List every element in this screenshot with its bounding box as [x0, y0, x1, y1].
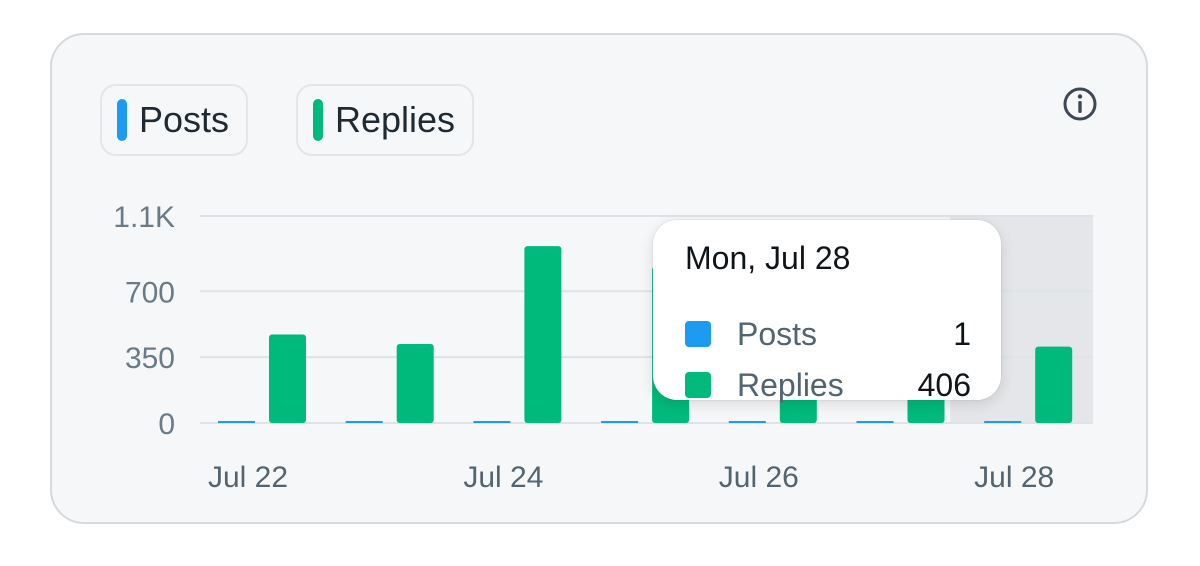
posts-bar: [856, 421, 894, 423]
x-tick-label: Jul 22: [208, 461, 288, 494]
posts-swatch: [117, 99, 127, 141]
y-tick-label: 0: [158, 408, 175, 441]
tooltip-row-replies: Replies 406: [685, 365, 971, 405]
legend-replies-toggle[interactable]: Replies: [296, 84, 474, 156]
legend-posts-toggle[interactable]: Posts: [100, 84, 248, 156]
x-tick-label: Jul 24: [463, 461, 543, 494]
tooltip-date: Mon, Jul 28: [685, 240, 851, 276]
replies-swatch: [313, 99, 323, 141]
tooltip-posts-value: 1: [953, 315, 971, 352]
chart-tooltip: Mon, Jul 28 Posts 1 Replies 406: [653, 220, 1001, 403]
tooltip-replies-label: Replies: [737, 366, 844, 403]
replies-bar: [396, 343, 434, 423]
legend-posts-label: Posts: [139, 99, 230, 140]
posts-bar: [984, 421, 1022, 423]
posts-bar: [218, 421, 255, 423]
tooltip-replies-swatch: [685, 372, 711, 398]
y-tick-label: 1.1K: [113, 201, 175, 234]
replies-bar: [524, 246, 562, 423]
legend-replies-label: Replies: [335, 99, 456, 140]
posts-bar: [345, 421, 383, 423]
replies-bar: [1035, 346, 1073, 423]
posts-bar: [473, 421, 511, 423]
tooltip-posts-swatch: [685, 321, 711, 347]
y-tick-label: 350: [125, 342, 175, 375]
posts-bar: [728, 421, 766, 423]
x-tick-label: Jul 26: [719, 461, 799, 494]
tooltip-row-posts: Posts 1: [685, 314, 971, 354]
posts-bar: [601, 421, 639, 423]
y-tick-label: 700: [125, 276, 175, 309]
info-icon[interactable]: [1062, 86, 1098, 122]
tooltip-posts-label: Posts: [737, 315, 818, 352]
tooltip-replies-value: 406: [917, 366, 971, 403]
x-tick-label: Jul 28: [974, 461, 1054, 494]
replies-bar: [269, 334, 306, 423]
